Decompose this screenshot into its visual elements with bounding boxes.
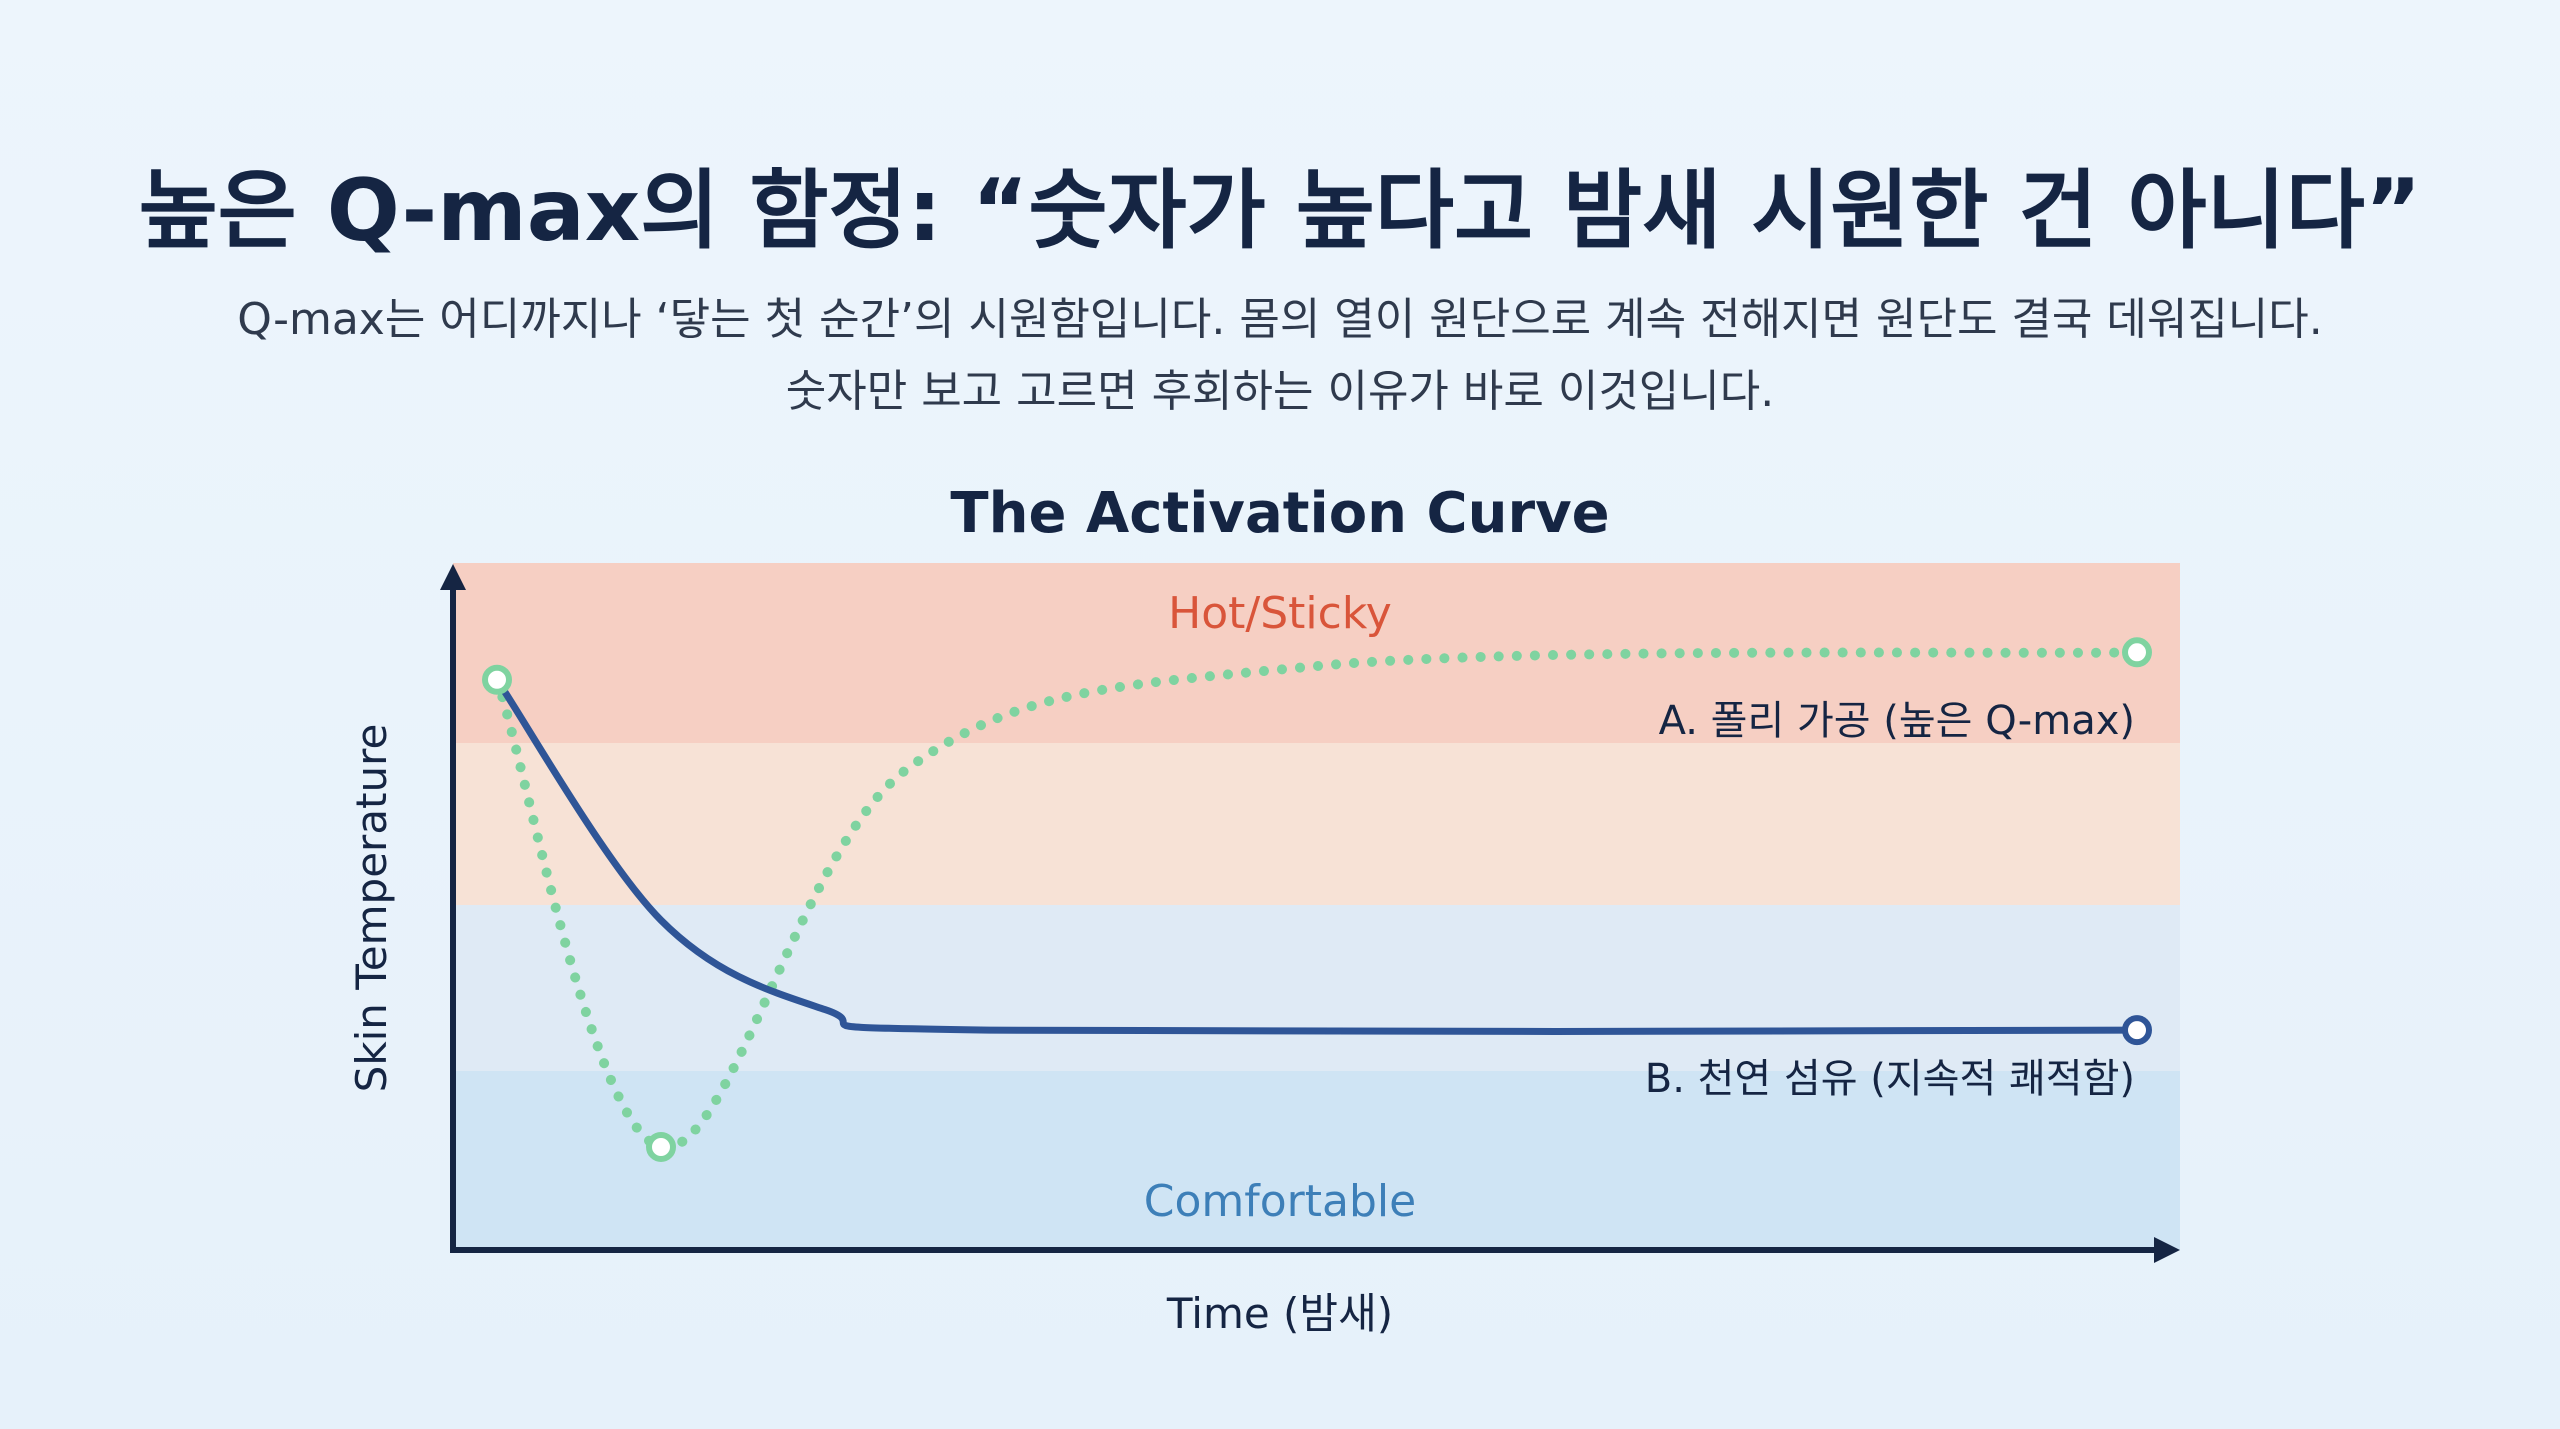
chart-title: The Activation Curve	[950, 481, 1609, 546]
series-a-end-marker	[2122, 637, 2152, 668]
series-b-line	[493, 676, 2141, 1036]
zone-warm-band	[453, 743, 2180, 905]
zone-label-hot: Hot/Sticky	[1168, 588, 1392, 639]
series-b-end-marker	[2122, 1015, 2152, 1046]
series-a-start-marker	[482, 664, 512, 695]
series-b-label: B. 천연 섬유 (지속적 쾌적함)	[1645, 1056, 2135, 1102]
zone-comfort-band	[453, 1071, 2180, 1250]
subtitle-line-2: 숫자만 보고 고르면 후회하는 이유가 바로 이것입니다.	[785, 366, 1775, 417]
x-axis-arrow-icon	[2154, 1237, 2180, 1263]
y-axis-arrow-icon	[440, 564, 466, 590]
subtitle-line-1: Q-max는 어디까지나 ‘닿는 첫 순간’의 시원함입니다. 몸의 열이 원단…	[237, 294, 2323, 345]
zone-label-comfortable: Comfortable	[1144, 1176, 1416, 1227]
series-a-trough-marker	[646, 1131, 676, 1162]
page-title: 높은 Q-max의 함정: “숫자가 높다고 밤새 시원한 건 아니다”	[138, 161, 2422, 261]
x-axis-label: Time (밤새)	[1166, 1289, 1393, 1338]
series-a-line	[492, 647, 2142, 1153]
series-a-label: A. 폴리 가공 (높은 Q-max)	[1659, 698, 2135, 744]
zone-cool-band	[453, 905, 2180, 1071]
y-axis-label: Skin Temperature	[347, 724, 396, 1093]
page-subtitle: Q-max는 어디까지나 ‘닿는 첫 순간’의 시원함입니다. 몸의 열이 원단…	[0, 284, 2560, 428]
